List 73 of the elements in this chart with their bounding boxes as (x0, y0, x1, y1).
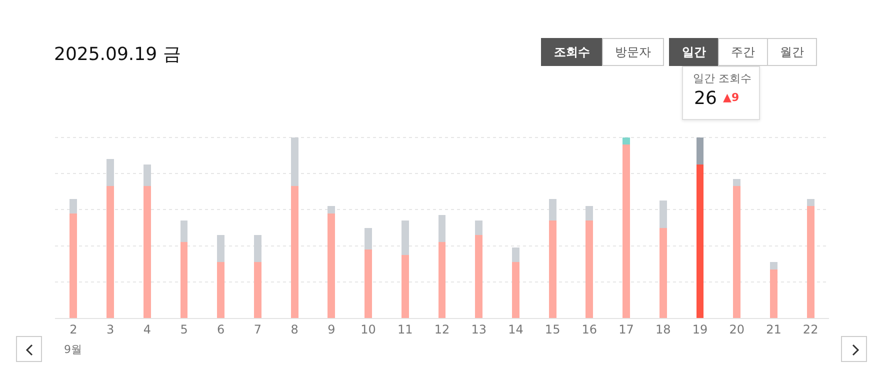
bar (475, 220, 483, 235)
text: 일간 조회수 (693, 71, 752, 86)
x-tick-label: 11 (398, 322, 413, 336)
bar (290, 138, 298, 186)
bar (622, 144, 630, 318)
bar (696, 138, 704, 165)
bar (512, 262, 520, 318)
bar (438, 242, 446, 318)
bar (586, 206, 594, 221)
x-tick-label: 18 (656, 322, 671, 336)
x-tick-label: 15 (544, 322, 560, 336)
bar (475, 234, 483, 318)
chart-title: 2025.09.19 금 (54, 43, 181, 66)
text: 주간 (718, 38, 768, 66)
x-tick-label: 16 (582, 322, 598, 336)
bar (217, 262, 225, 318)
bar (512, 248, 520, 262)
bar (733, 179, 741, 186)
x-tick-label: 22 (802, 322, 818, 336)
bar (180, 242, 188, 318)
bar (106, 159, 114, 186)
bar (401, 254, 409, 318)
bar (806, 198, 814, 206)
bar (290, 186, 298, 318)
bar (143, 186, 151, 318)
text: 일간 (669, 38, 719, 66)
bar (401, 220, 409, 255)
bar (586, 220, 594, 318)
bar (106, 186, 114, 318)
bar (364, 228, 372, 250)
x-tick-label: 2 (70, 322, 78, 336)
x-tick-label: 8 (290, 322, 298, 336)
bar (364, 249, 372, 318)
bar (70, 213, 78, 318)
bar (548, 198, 556, 221)
x-tick-label: 7 (254, 322, 262, 336)
bar (659, 228, 667, 318)
x-tick-label: 14 (508, 322, 524, 336)
bar (733, 186, 741, 318)
bar (254, 262, 262, 318)
bar (806, 206, 814, 318)
text: 방문자 (602, 38, 664, 66)
text: 9월 (64, 343, 82, 356)
x-tick-label: 5 (180, 322, 188, 336)
x-tick-label: 10 (360, 322, 376, 336)
bar (254, 234, 262, 262)
text: 월간 (767, 38, 817, 66)
x-tick-label: 12 (434, 322, 450, 336)
bar (217, 234, 225, 262)
bar (143, 164, 151, 186)
x-tick-label: 19 (692, 322, 708, 336)
bar (70, 198, 78, 214)
bar (770, 262, 778, 270)
bar (770, 269, 778, 318)
x-tick-label: 4 (143, 322, 151, 336)
bar (622, 138, 630, 145)
text: 조회수 (541, 38, 603, 66)
bar (438, 215, 446, 242)
x-tick-label: 13 (471, 322, 486, 336)
x-tick-label: 17 (618, 322, 634, 336)
x-tick-label: 9 (328, 322, 336, 336)
bar (696, 164, 704, 318)
text: 26 (694, 88, 717, 109)
bar (548, 220, 556, 318)
x-tick-label: 21 (766, 322, 782, 336)
bar (328, 206, 336, 214)
bar (659, 200, 667, 228)
x-tick-label: 20 (729, 322, 744, 336)
x-tick-label: 6 (217, 322, 225, 336)
bar (180, 220, 188, 242)
text: ▲9 (723, 91, 740, 104)
bar (328, 213, 336, 318)
x-tick-label: 3 (106, 322, 114, 336)
